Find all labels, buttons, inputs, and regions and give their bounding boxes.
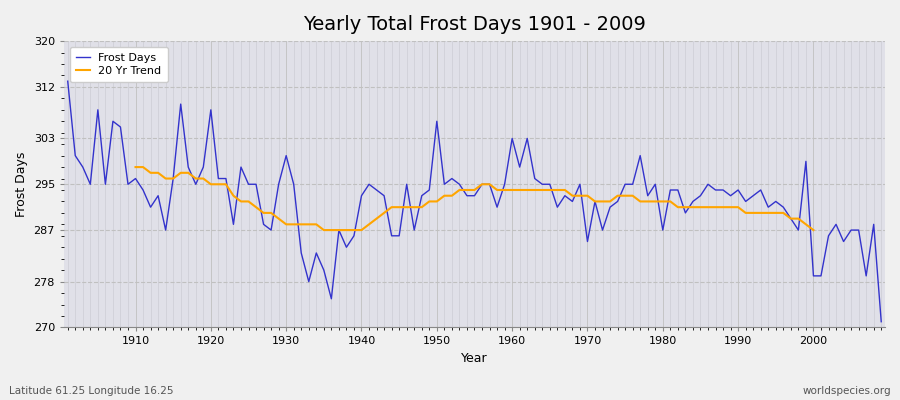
20 Yr Trend [130, 165, 141, 170]
Frost Days [122, 182, 133, 187]
20 Yr Trend [213, 182, 224, 187]
20 Yr Trend [288, 222, 299, 227]
20 Yr Trend [800, 222, 811, 227]
Frost Days [334, 228, 345, 232]
20 Yr Trend [303, 222, 314, 227]
20 Yr Trend [319, 228, 329, 232]
Text: worldspecies.org: worldspecies.org [803, 386, 891, 396]
Frost Days [500, 182, 510, 187]
20 Yr Trend [793, 216, 804, 221]
Y-axis label: Frost Days: Frost Days [15, 152, 28, 217]
Legend: Frost Days, 20 Yr Trend: Frost Days, 20 Yr Trend [69, 47, 168, 82]
Frost Days [62, 79, 73, 84]
Frost Days [597, 228, 608, 232]
X-axis label: Year: Year [461, 352, 488, 365]
20 Yr Trend [710, 205, 721, 210]
20 Yr Trend [808, 228, 819, 232]
Title: Yearly Total Frost Days 1901 - 2009: Yearly Total Frost Days 1901 - 2009 [303, 15, 646, 34]
Text: Latitude 61.25 Longitude 16.25: Latitude 61.25 Longitude 16.25 [9, 386, 174, 396]
Line: Frost Days: Frost Days [68, 81, 881, 322]
Frost Days [507, 136, 517, 141]
Frost Days [288, 182, 299, 187]
Line: 20 Yr Trend: 20 Yr Trend [136, 167, 814, 230]
Frost Days [876, 319, 886, 324]
